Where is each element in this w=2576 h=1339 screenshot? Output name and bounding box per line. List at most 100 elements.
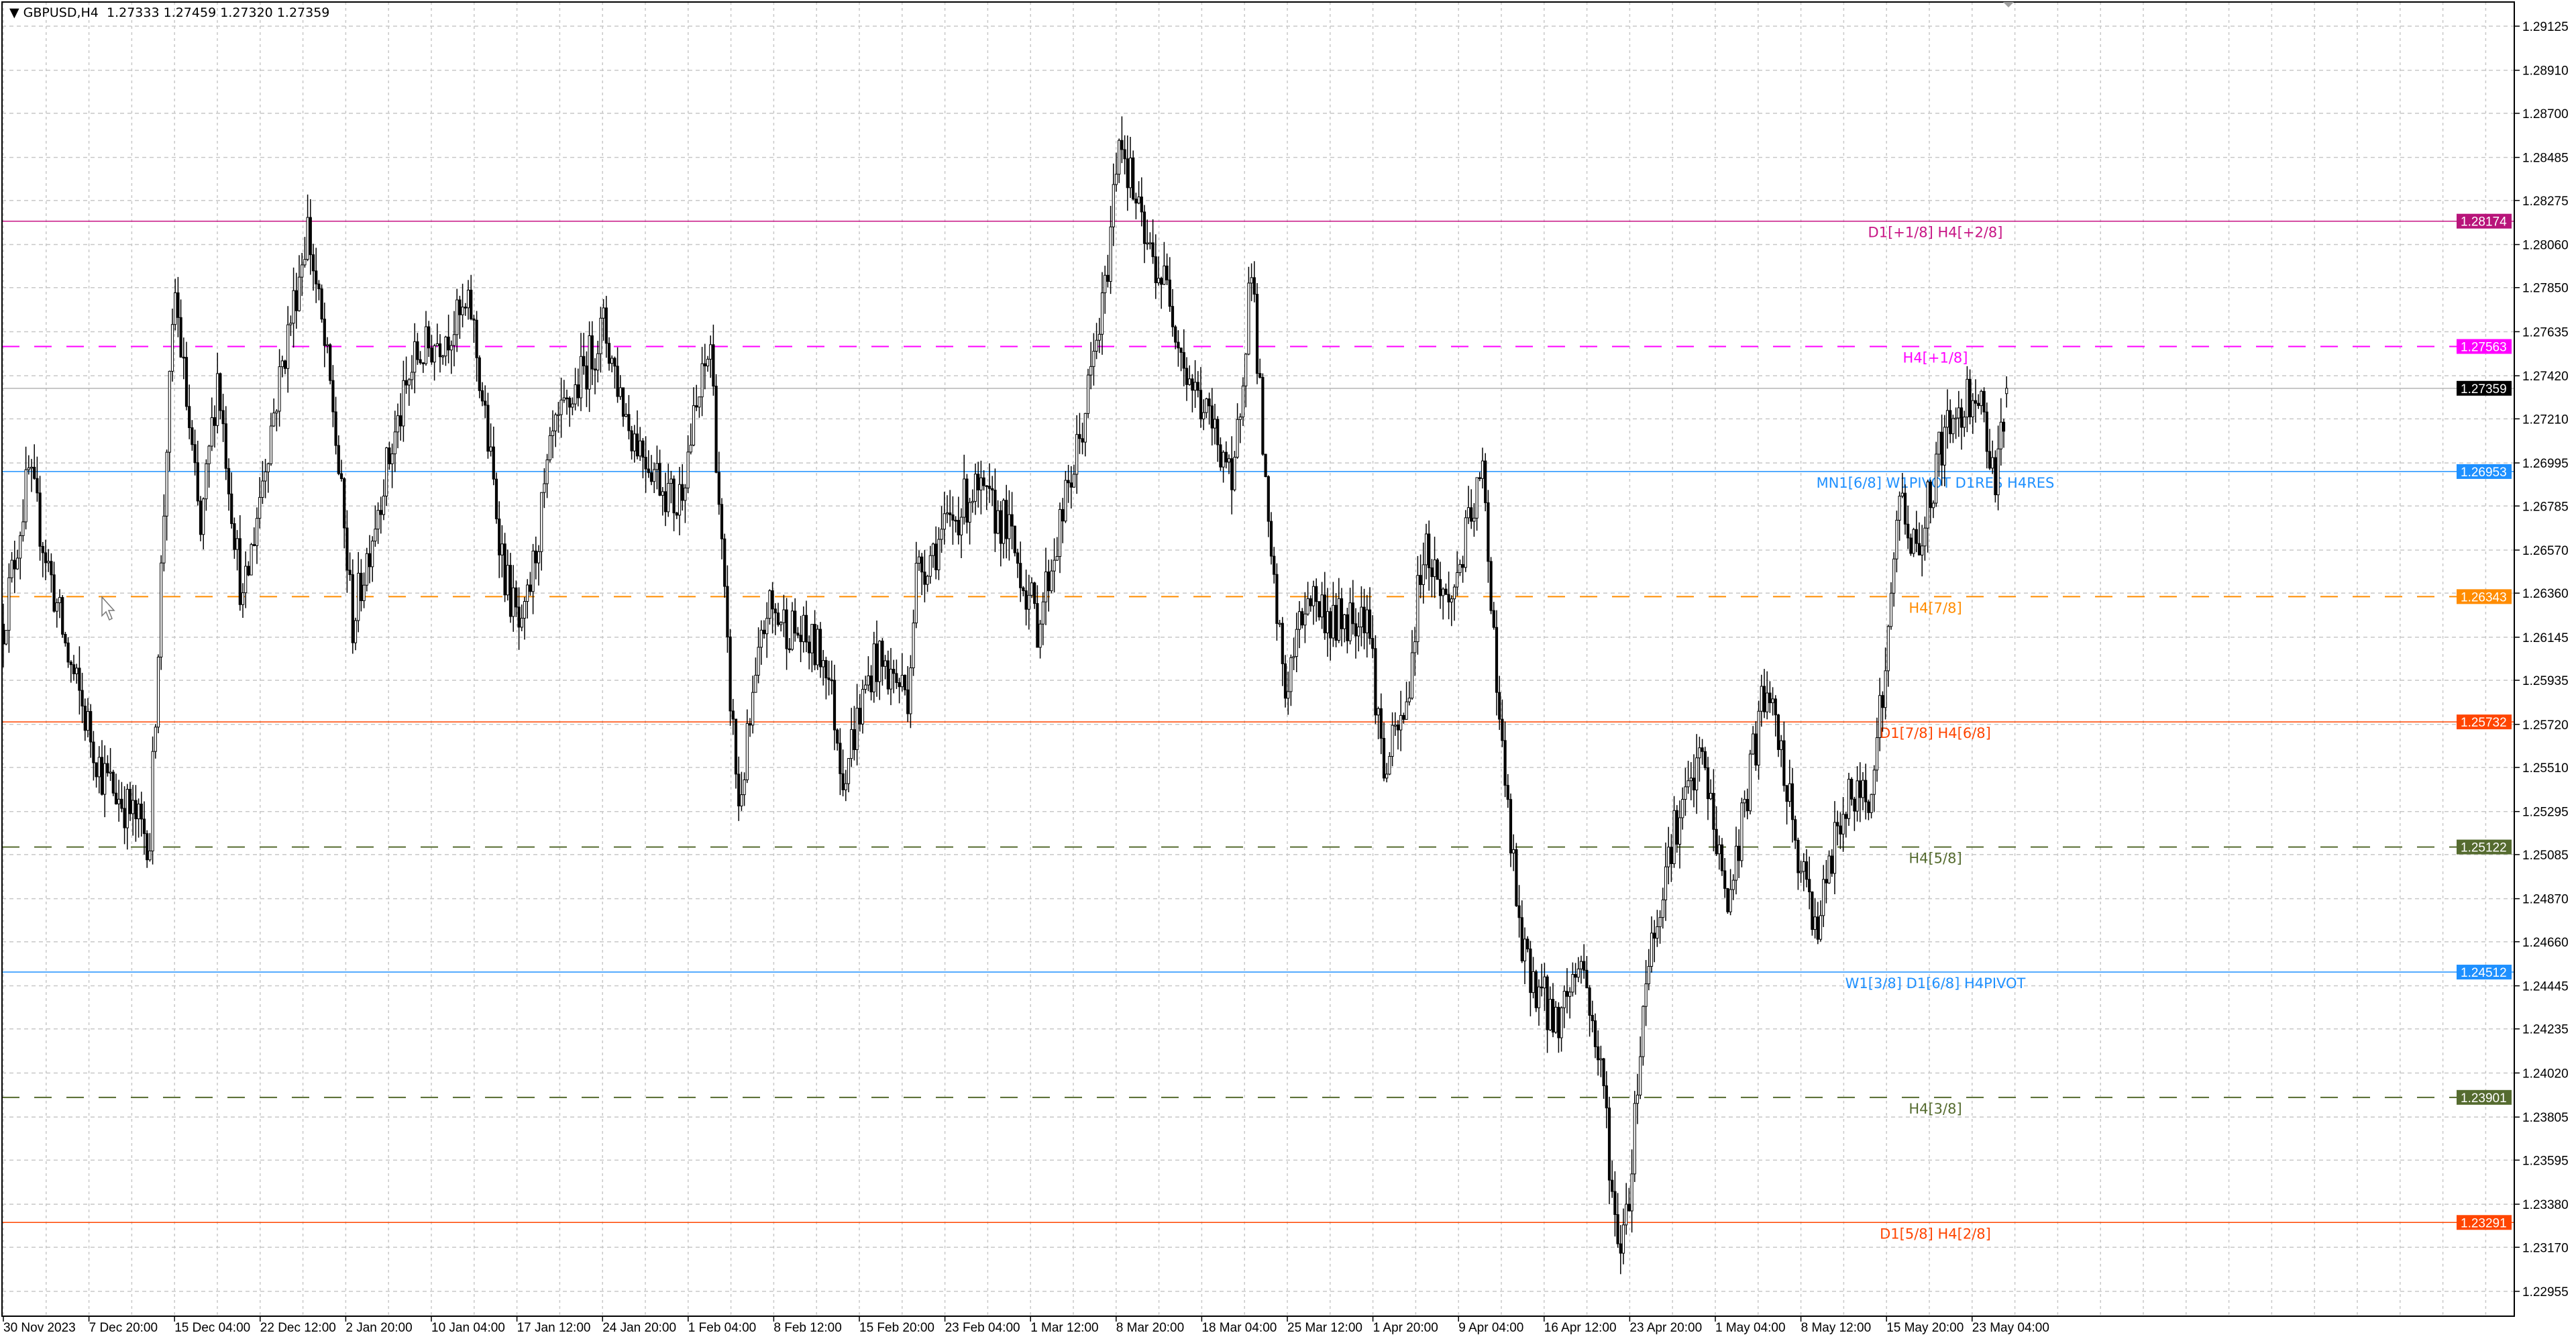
candle-bull xyxy=(526,584,529,602)
price-tag-label: 1.26953 xyxy=(2461,466,2507,480)
candle-bear xyxy=(1185,368,1189,385)
price-tick-label: 1.25720 xyxy=(2522,718,2569,733)
price-tag xyxy=(2457,1089,2512,1105)
time-tick-label: 15 Feb 20:00 xyxy=(859,1321,934,1335)
candle-bear xyxy=(1216,419,1220,445)
candle-bear xyxy=(1605,1085,1608,1109)
candle-bear xyxy=(405,380,408,386)
candle-bear xyxy=(480,390,484,402)
candle-bull xyxy=(1695,757,1699,791)
candle-bull xyxy=(1227,458,1231,463)
candle-bull xyxy=(1731,879,1735,890)
candle-bear xyxy=(762,629,766,635)
candle-bull xyxy=(709,344,712,360)
price-tag-label: 1.25122 xyxy=(2461,841,2507,855)
candle-bear xyxy=(1132,158,1135,200)
candle-bear xyxy=(120,798,123,809)
candle-bear xyxy=(447,336,450,351)
candle-bear xyxy=(233,523,236,550)
candle-bull xyxy=(940,529,943,540)
candle-bear xyxy=(1024,590,1028,610)
candle-bull xyxy=(1802,861,1805,872)
candle-bear xyxy=(1591,1014,1594,1022)
candle-bear xyxy=(1010,514,1014,527)
candle-bear xyxy=(176,292,180,318)
candle-bear xyxy=(1830,855,1833,874)
candle-bear xyxy=(44,552,48,564)
candle-bear xyxy=(1903,492,1907,525)
candle-bear xyxy=(1720,844,1724,871)
candle-bear xyxy=(827,678,830,680)
price-tag-label: 1.27563 xyxy=(2461,340,2507,354)
candle-bull xyxy=(1222,451,1225,468)
candle-bear xyxy=(1382,738,1386,779)
candle-bear xyxy=(438,343,442,358)
candle-bull xyxy=(1086,374,1090,414)
chart-shift-marker-icon[interactable] xyxy=(2003,2,2014,7)
candle-bull xyxy=(1238,417,1242,420)
candle-bull xyxy=(548,435,551,461)
candle-bear xyxy=(1546,976,1549,1030)
candle-bull xyxy=(684,487,687,501)
candle-bear xyxy=(498,519,501,555)
candle-bull xyxy=(1413,641,1417,653)
candle-bull xyxy=(1148,242,1152,244)
time-tick-label: 17 Jan 12:00 xyxy=(517,1321,591,1335)
candle-bull xyxy=(655,463,659,470)
time-axis[interactable]: 30 Nov 2023 7 Dec 20:00 15 Dec 04:00 22 Dec… xyxy=(3,1316,2049,1335)
candle-bull xyxy=(1689,778,1693,782)
candle-bear xyxy=(788,648,791,651)
candle-bear xyxy=(1534,971,1538,1008)
candle-bull xyxy=(1740,802,1743,861)
candle-bear xyxy=(1368,609,1372,639)
candle-bull xyxy=(286,324,290,369)
candle-bear xyxy=(1968,378,1972,417)
candle-bull xyxy=(1954,417,1957,420)
candle-bear xyxy=(478,357,481,391)
candle-bull xyxy=(1053,559,1056,572)
candle-bear xyxy=(1909,537,1913,554)
candle-bear xyxy=(1283,663,1287,699)
level-label: W1[3/8] D1[6/8] H4PIVOT xyxy=(1845,975,2026,992)
candle-bear xyxy=(1489,561,1493,611)
time-tick-label: 23 May 04:00 xyxy=(1972,1321,2049,1335)
candle-bear xyxy=(1019,563,1022,588)
candle-bear xyxy=(1517,905,1521,918)
candle-bull xyxy=(1780,740,1783,750)
candle-bear xyxy=(672,478,676,514)
candle-bull xyxy=(1421,564,1425,585)
candle-bear xyxy=(517,606,521,628)
candle-bull xyxy=(1213,419,1217,429)
candle-bear xyxy=(1670,847,1673,865)
candle-bull xyxy=(165,451,168,517)
candle-bear xyxy=(470,289,473,319)
candle-bull xyxy=(667,483,670,513)
candle-bear xyxy=(1701,747,1704,752)
candle-bull xyxy=(1089,366,1093,376)
triangle-down-icon[interactable]: ▼ xyxy=(9,5,23,20)
candle-bear xyxy=(1224,451,1228,463)
price-tag xyxy=(2457,339,2512,354)
price-tick-label: 1.25510 xyxy=(2522,761,2569,775)
candle-bear xyxy=(1470,507,1473,522)
candle-bull xyxy=(1912,529,1915,554)
candle-bull xyxy=(117,798,121,804)
candle-bull xyxy=(1466,507,1470,519)
candle-bull xyxy=(362,584,366,601)
candle-bull xyxy=(137,804,140,820)
candle-bull xyxy=(58,597,62,603)
candle-bull xyxy=(410,372,414,380)
candle-bear xyxy=(593,368,597,371)
candle-bear xyxy=(1273,555,1276,575)
time-tick-label: 7 Dec 20:00 xyxy=(89,1321,158,1335)
candle-bear xyxy=(734,718,738,775)
candle-bear xyxy=(1867,801,1870,813)
candle-bear xyxy=(695,405,698,408)
candle-bull xyxy=(266,463,270,472)
candle-bull xyxy=(10,559,13,578)
candle-bear xyxy=(337,445,340,474)
candle-bear xyxy=(1371,638,1375,649)
candle-bull xyxy=(1278,623,1281,625)
price-axis[interactable]: 1.29125 1.28910 1.28700 1.28485 1.28275 1.280… xyxy=(2514,20,2569,1299)
